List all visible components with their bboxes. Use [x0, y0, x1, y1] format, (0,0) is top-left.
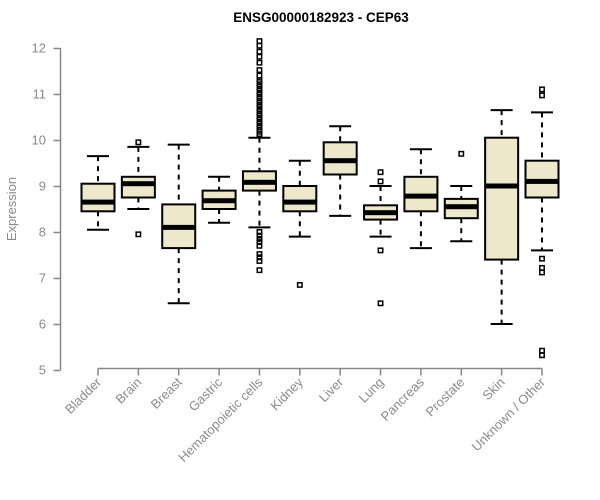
x-tick-label: Bladder: [62, 374, 105, 417]
outlier-point: [377, 169, 384, 176]
outlier-point: [256, 48, 263, 55]
outlier-point: [539, 352, 545, 359]
x-tick-label: Skin: [479, 375, 507, 403]
median-line: [364, 210, 398, 216]
outlier-point: [458, 150, 465, 157]
outlier-point: [256, 251, 263, 258]
x-tick-label: Brain: [112, 375, 144, 407]
outlier-point: [296, 281, 303, 288]
box-unknown-other: [524, 86, 560, 359]
median-line: [525, 178, 559, 184]
box-liver: [322, 125, 358, 217]
iqr-box: [120, 175, 156, 199]
x-tick-label: Kidney: [267, 374, 306, 413]
y-tick-label: 9: [39, 179, 46, 194]
y-tick-label: 7: [39, 271, 46, 286]
median-line: [162, 224, 196, 230]
x-tick-label: Unknown / Other: [469, 374, 549, 454]
y-tick-label: 10: [32, 133, 46, 148]
x-tick-label: Prostate: [423, 375, 468, 420]
box-skin: [484, 109, 520, 325]
outlier-point: [539, 92, 545, 99]
y-tick-label: 5: [39, 363, 46, 378]
y-tick-label: 12: [32, 41, 46, 56]
box-gastric: [201, 175, 237, 224]
outlier-point: [377, 178, 384, 185]
x-tick-label: Gastric: [185, 374, 225, 414]
median-line: [444, 204, 478, 210]
box-prostate: [443, 150, 479, 243]
y-axis-title: Expression: [4, 177, 19, 241]
boxes: [80, 38, 560, 359]
outlier-point: [256, 131, 263, 137]
x-tick-label: Pancreas: [378, 374, 428, 424]
outlier-point: [256, 242, 263, 249]
outlier-point: [256, 72, 263, 79]
median-line: [283, 199, 317, 205]
x-tick-label: Liver: [316, 374, 347, 405]
outlier-point: [539, 86, 545, 93]
y-tick-label: 6: [39, 317, 46, 332]
median-line: [404, 193, 438, 199]
box-hematopoietic-cells: [241, 38, 277, 274]
outlier-point: [135, 231, 142, 238]
outlier-point: [539, 264, 545, 271]
outlier-point: [256, 258, 263, 264]
outlier-point: [377, 247, 384, 254]
box-pancreas: [403, 148, 439, 250]
outlier-point: [135, 139, 142, 146]
chart-title: ENSG00000182923 - CEP63: [233, 10, 409, 25]
outlier-point: [256, 38, 263, 45]
iqr-box: [80, 182, 116, 213]
median-line: [323, 158, 357, 164]
median-line: [81, 199, 115, 205]
outlier-point: [256, 267, 263, 274]
box-lung: [363, 169, 399, 307]
outlier-point: [256, 59, 263, 66]
y-tick-label: 11: [33, 87, 47, 102]
box-bladder: [80, 155, 116, 231]
outlier-point: [256, 42, 263, 49]
median-line: [485, 183, 519, 189]
outlier-point: [539, 255, 545, 262]
outlier-point: [256, 235, 263, 242]
box-breast: [161, 143, 197, 305]
median-line: [121, 181, 155, 187]
outlier-point: [377, 300, 384, 307]
iqr-box: [282, 185, 318, 213]
box-brain: [120, 139, 156, 238]
outlier-point: [256, 232, 263, 239]
median-line: [242, 179, 276, 185]
outlier-point: [256, 53, 263, 60]
box-kidney: [282, 159, 318, 288]
x-tick-label: Breast: [148, 374, 185, 411]
y-tick-label: 8: [39, 225, 46, 240]
median-line: [202, 198, 236, 204]
outlier-point: [539, 347, 545, 354]
iqr-box: [484, 136, 520, 261]
outlier-point: [256, 67, 263, 74]
x-tick-label: Lung: [356, 375, 387, 406]
outlier-point: [539, 269, 545, 276]
